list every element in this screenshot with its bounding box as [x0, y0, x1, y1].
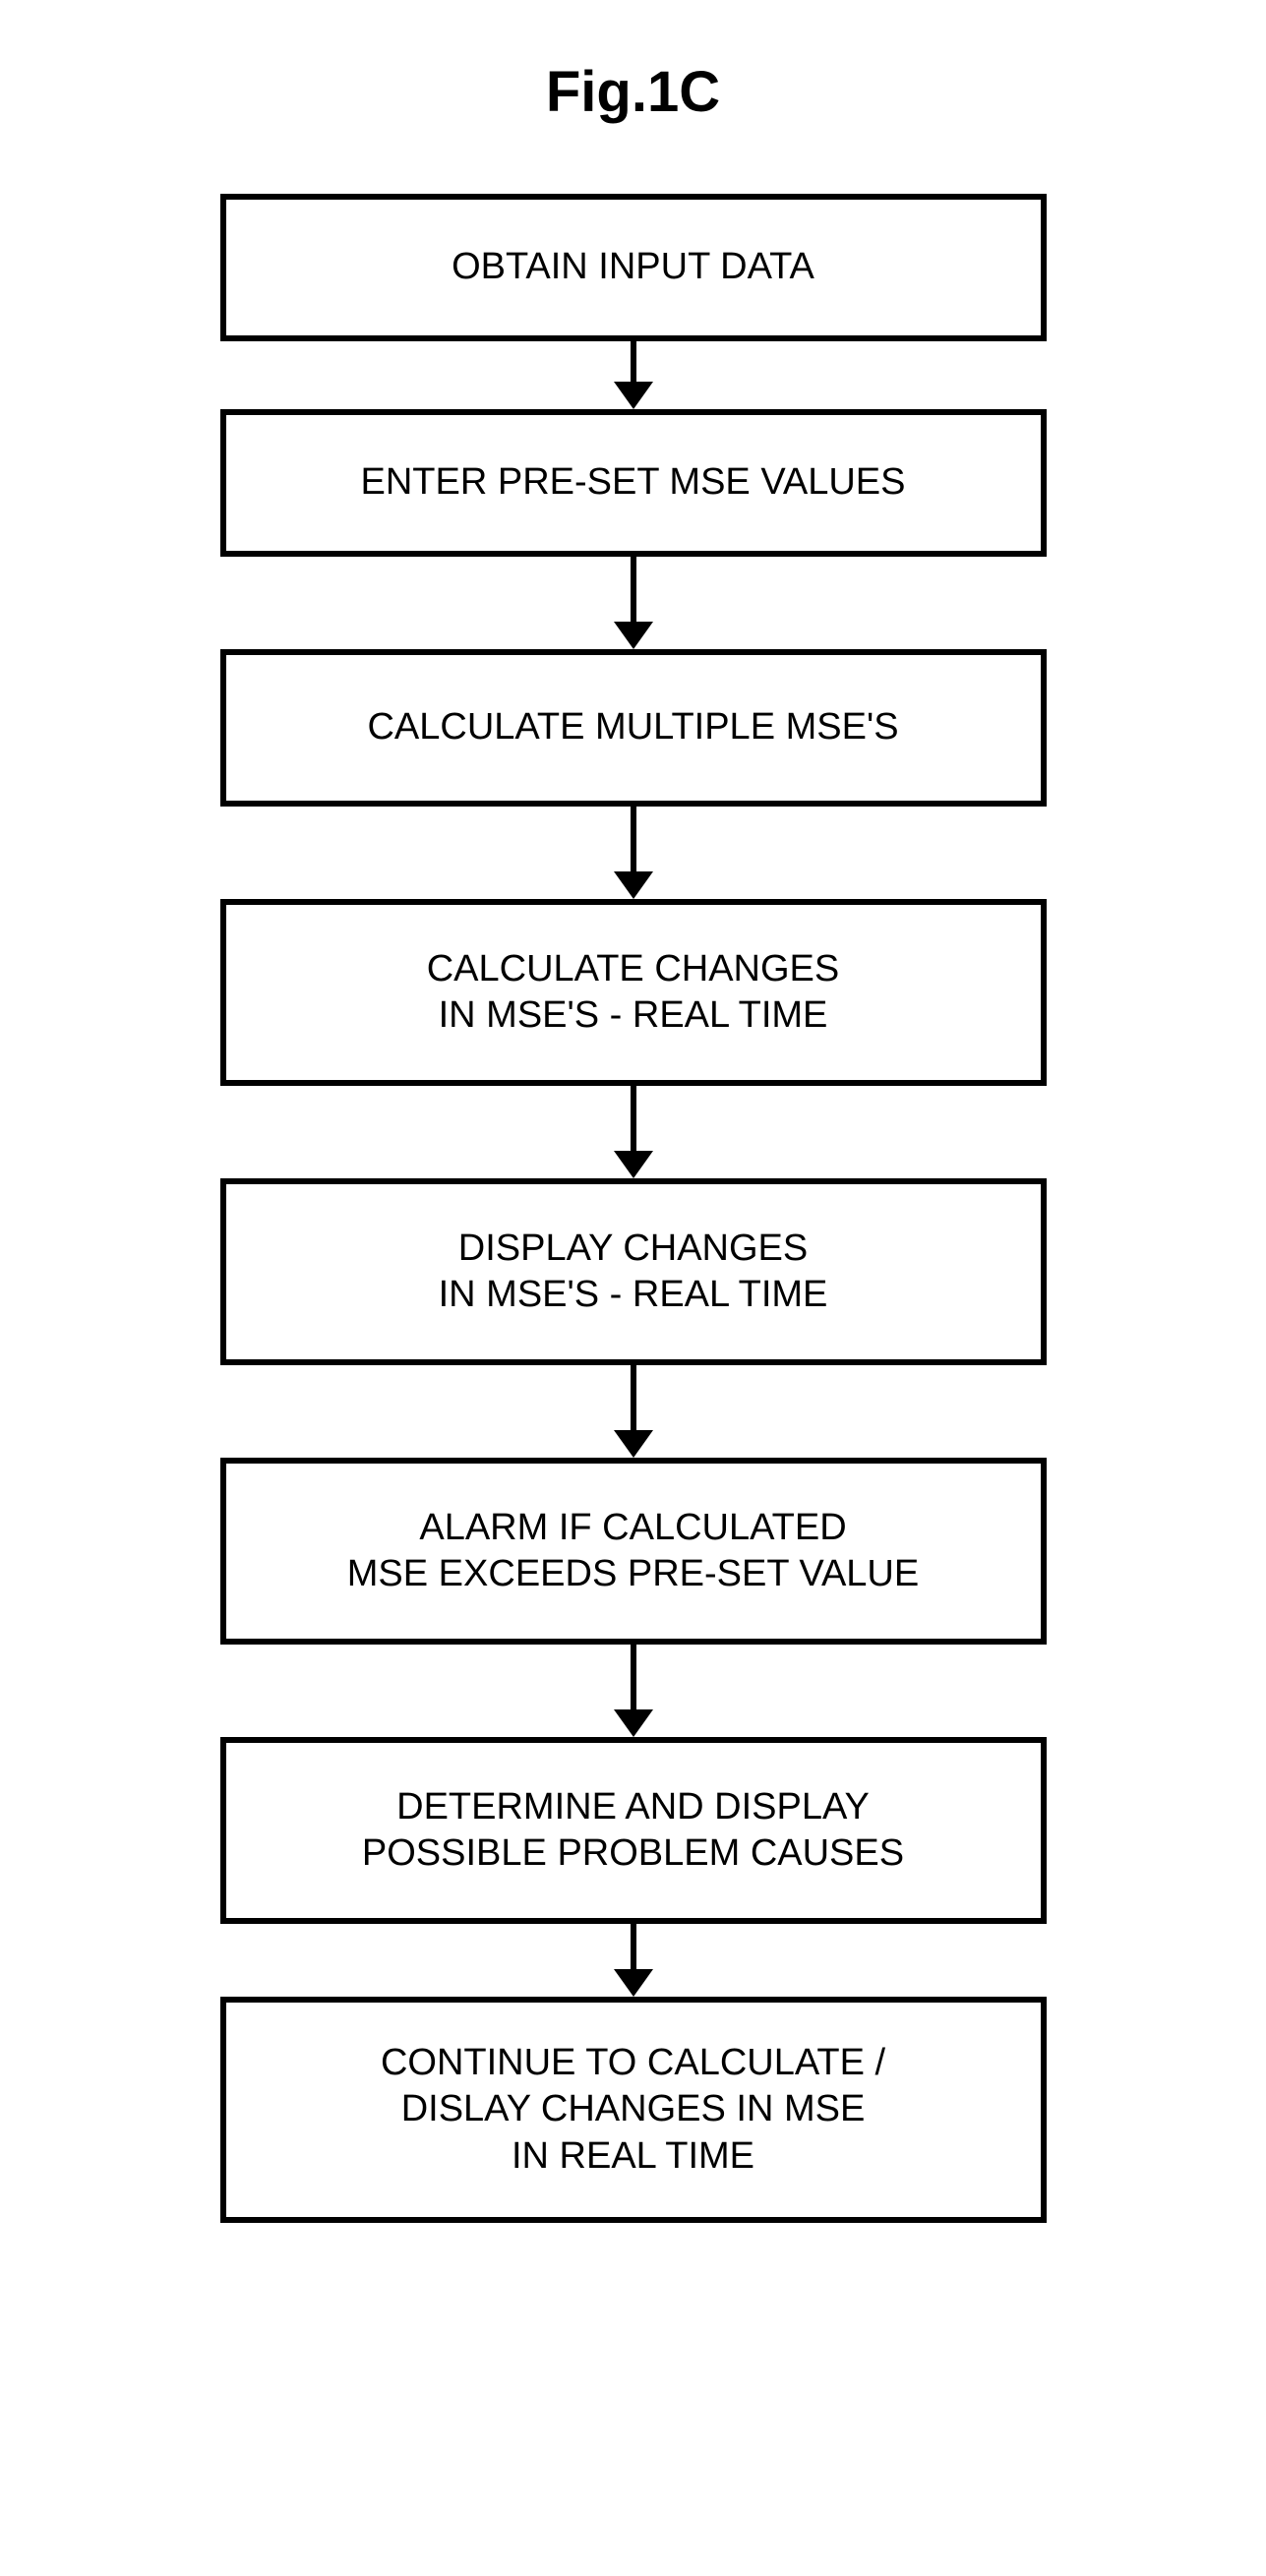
flow-node-n3: CALCULATE MULTIPLE MSE'S	[220, 649, 1047, 807]
flow-node-line: IN MSE'S - REAL TIME	[439, 1272, 828, 1319]
flow-node-line: CALCULATE MULTIPLE MSE'S	[367, 704, 898, 751]
arrow-head-icon	[614, 1709, 653, 1737]
flow-arrow	[614, 1365, 653, 1458]
arrow-shaft	[631, 557, 636, 623]
flow-node-line: IN MSE'S - REAL TIME	[439, 992, 828, 1040]
flow-node-line: ENTER PRE-SET MSE VALUES	[361, 459, 906, 507]
flow-arrow	[614, 557, 653, 649]
flow-node-line: DISPLAY CHANGES	[458, 1226, 809, 1273]
arrow-shaft	[631, 1365, 636, 1431]
flow-node-n7: DETERMINE AND DISPLAYPOSSIBLE PROBLEM CA…	[220, 1737, 1047, 1924]
arrow-head-icon	[614, 1969, 653, 1997]
arrow-head-icon	[614, 382, 653, 409]
flow-node-n5: DISPLAY CHANGESIN MSE'S - REAL TIME	[220, 1178, 1047, 1365]
flow-node-n4: CALCULATE CHANGESIN MSE'S - REAL TIME	[220, 899, 1047, 1086]
flow-node-line: ALARM IF CALCULATED	[419, 1505, 846, 1552]
figure-title: Fig.1C	[546, 59, 720, 125]
flow-node-line: DETERMINE AND DISPLAY	[396, 1784, 870, 1831]
arrow-shaft	[631, 1645, 636, 1710]
flow-arrow	[614, 341, 653, 409]
arrow-head-icon	[614, 871, 653, 899]
flow-node-line: CALCULATE CHANGES	[427, 946, 840, 993]
flow-node-n6: ALARM IF CALCULATEDMSE EXCEEDS PRE-SET V…	[220, 1458, 1047, 1645]
flow-arrow	[614, 1086, 653, 1178]
flow-arrow	[614, 1924, 653, 1997]
arrow-shaft	[631, 341, 636, 383]
flow-node-line: MSE EXCEEDS PRE-SET VALUE	[347, 1551, 919, 1598]
arrow-shaft	[631, 1924, 636, 1970]
flow-node-line: OBTAIN INPUT DATA	[452, 244, 814, 291]
flow-node-line: POSSIBLE PROBLEM CAUSES	[362, 1830, 904, 1878]
arrow-head-icon	[614, 622, 653, 649]
arrow-head-icon	[614, 1151, 653, 1178]
flowchart: OBTAIN INPUT DATA ENTER PRE-SET MSE VALUE…	[220, 194, 1047, 2223]
flow-arrow	[614, 807, 653, 899]
arrow-head-icon	[614, 1430, 653, 1458]
arrow-shaft	[631, 807, 636, 872]
arrow-shaft	[631, 1086, 636, 1152]
flow-node-line: IN REAL TIME	[512, 2133, 754, 2181]
flow-arrow	[614, 1645, 653, 1737]
flow-node-n8: CONTINUE TO CALCULATE /DISLAY CHANGES IN…	[220, 1997, 1047, 2223]
flow-node-line: CONTINUE TO CALCULATE /	[381, 2040, 885, 2087]
flow-node-line: DISLAY CHANGES IN MSE	[401, 2086, 866, 2133]
flow-node-n1: OBTAIN INPUT DATA	[220, 194, 1047, 341]
flow-node-n2: ENTER PRE-SET MSE VALUES	[220, 409, 1047, 557]
